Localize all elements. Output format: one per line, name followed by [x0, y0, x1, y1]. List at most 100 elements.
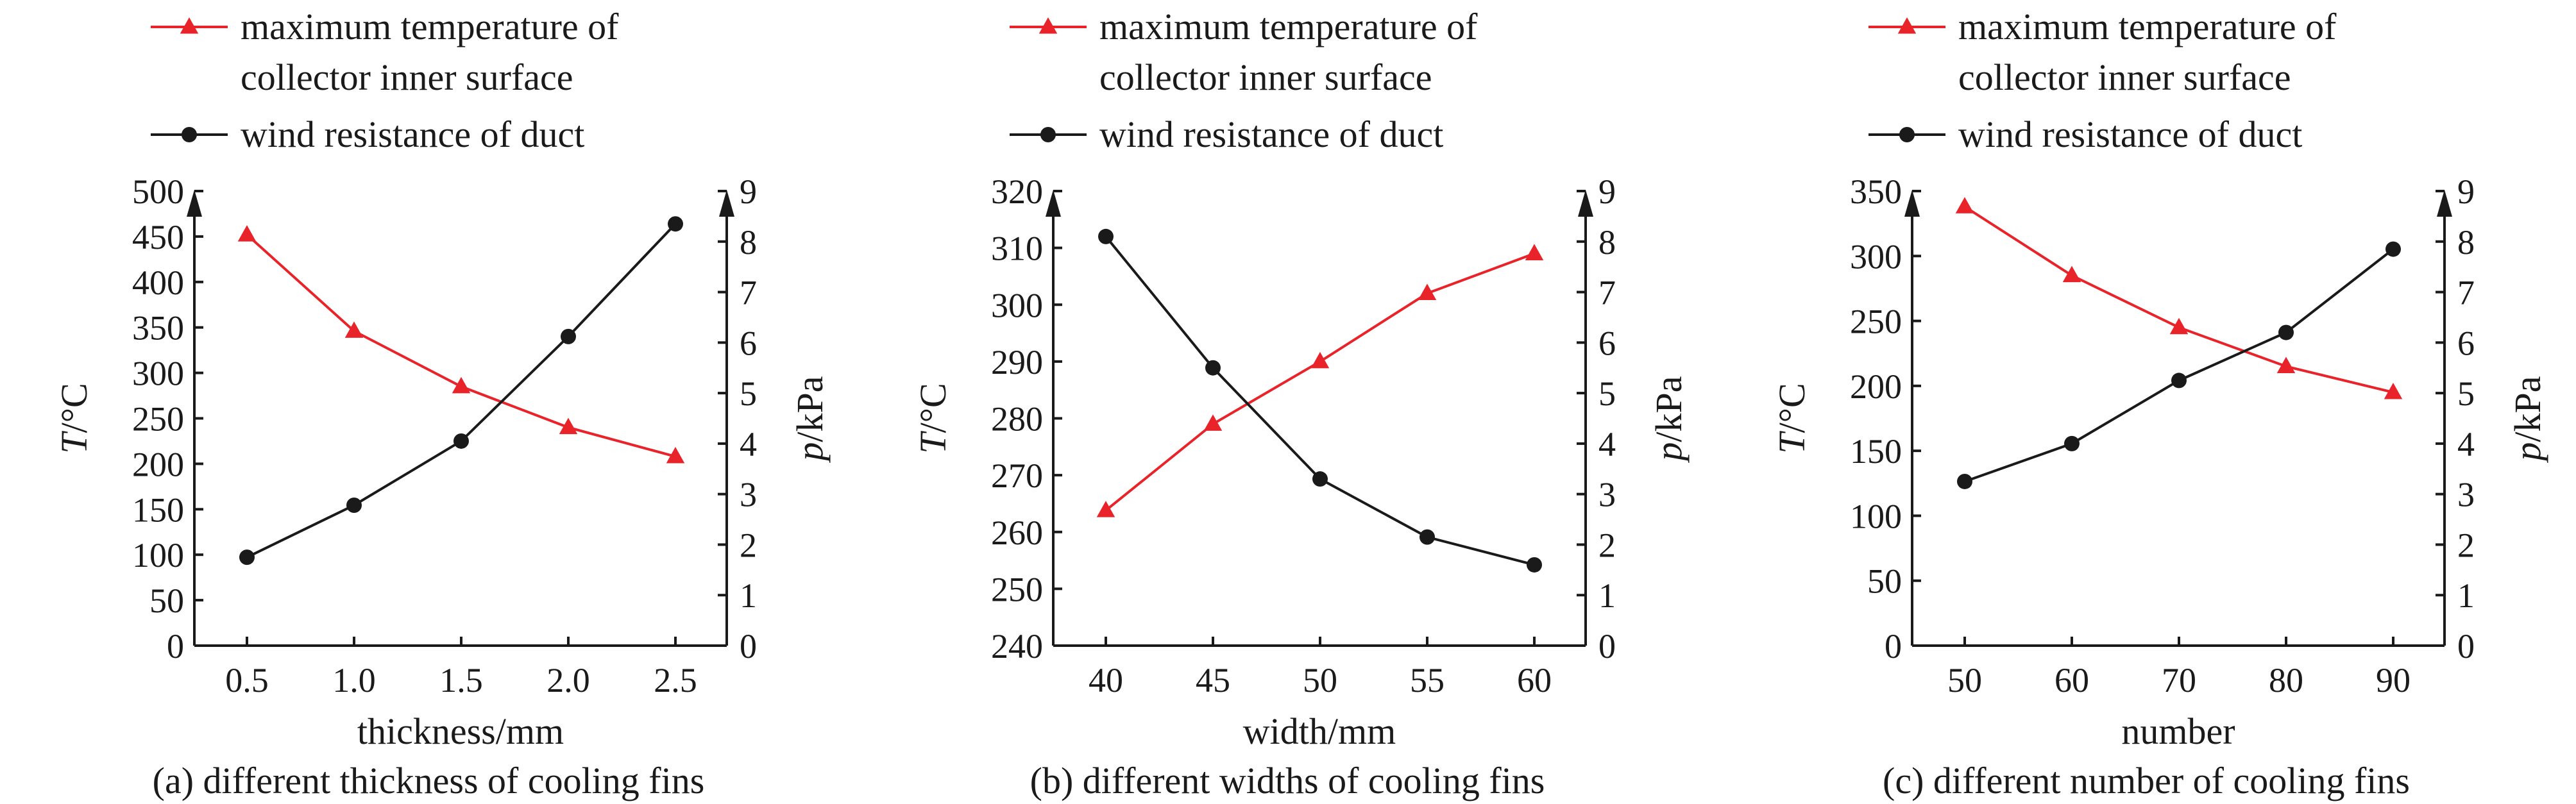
y-tick-label: 280 — [991, 400, 1043, 439]
x-axis-label: thickness/mm — [357, 710, 564, 752]
data-point-circle — [239, 549, 255, 565]
series-line-1 — [246, 233, 676, 458]
y2-tick-label: 0 — [2457, 627, 2475, 666]
x-tick-label: 40 — [1089, 661, 1123, 699]
legend-marker-circle — [1899, 127, 1915, 142]
y2-axis-label: p/kPa — [789, 376, 831, 463]
data-point-triangle — [1203, 414, 1223, 431]
y-axis-label: T/°C — [53, 383, 95, 453]
y2-tick-label: 0 — [1598, 627, 1616, 666]
y-tick-label: 350 — [132, 309, 184, 348]
y-tick-label: 300 — [991, 286, 1043, 324]
y-tick-label: 300 — [132, 355, 184, 393]
data-point-circle — [668, 216, 683, 232]
y2-axis-label-symbol: p — [2507, 442, 2548, 464]
y-tick-label: 250 — [132, 400, 184, 439]
y2-tick-label: 8 — [2457, 223, 2475, 262]
y-tick-label: 500 — [132, 172, 184, 211]
y-axis-label-symbol: T — [53, 431, 95, 454]
data-point-triangle — [2276, 356, 2296, 373]
y2-axis-arrow — [2437, 190, 2452, 217]
y2-tick-label: 9 — [2457, 172, 2475, 211]
y2-tick-label: 3 — [1598, 476, 1616, 514]
y2-tick-label: 6 — [2457, 324, 2475, 362]
y-axis-label-unit: /°C — [53, 383, 95, 433]
y2-tick-label: 8 — [1598, 223, 1616, 262]
legend-marker-triangle — [1038, 17, 1058, 34]
x-tick-label: 1.0 — [332, 661, 376, 699]
y-tick-label: 240 — [991, 627, 1043, 666]
y2-tick-label: 5 — [740, 374, 757, 413]
series-line-2 — [1964, 248, 2394, 483]
y2-tick-label: 2 — [740, 526, 757, 564]
y2-axis-label-unit: /kPa — [789, 376, 831, 442]
x-tick-label: 90 — [2376, 661, 2411, 699]
data-point-circle — [1312, 471, 1328, 487]
chart-caption: (b) different widths of cooling fins — [1030, 760, 1545, 801]
legend-label-temperature-line2: collector inner surface — [1958, 56, 2291, 98]
y-tick-label: 0 — [1885, 627, 1902, 666]
y2-tick-label: 1 — [740, 576, 757, 615]
data-point-circle — [2385, 241, 2401, 257]
chart-caption: (c) different number of cooling fins — [1883, 760, 2410, 801]
y2-tick-label: 7 — [1598, 274, 1616, 312]
legend-marker-circle — [1040, 127, 1056, 142]
chart-panel-1: 0 50 100 150 200 250 300 350 400 450 500 0 1 2 3 4 5 6 7 8 9… — [53, 6, 831, 801]
y2-tick-label: 9 — [740, 172, 757, 211]
data-point-circle — [2171, 373, 2187, 389]
data-point-circle — [1527, 557, 1542, 573]
x-tick-label: 45 — [1196, 661, 1230, 699]
chart-panel-3: 0 50 100 150 200 250 300 350 0 1 2 3 4 5 6 7 8 9 50 60 70 80 9… — [1771, 6, 2548, 801]
data-point-triangle — [2062, 265, 2081, 283]
x-tick-label: 50 — [1303, 661, 1337, 699]
y2-tick-label: 4 — [1598, 425, 1616, 464]
x-tick-label: 2.0 — [547, 661, 590, 699]
y2-tick-label: 1 — [2457, 576, 2475, 615]
x-tick-label: 2.5 — [654, 661, 697, 699]
data-point-triangle — [1955, 197, 1974, 214]
y2-tick-label: 4 — [740, 425, 757, 464]
data-point-triangle — [344, 321, 364, 338]
y2-tick-label: 3 — [2457, 476, 2475, 514]
y-tick-label: 250 — [1850, 303, 1902, 341]
y-tick-label: 100 — [132, 536, 184, 574]
y2-tick-label: 1 — [1598, 576, 1616, 615]
y2-tick-label: 8 — [740, 223, 757, 262]
legend: maximum temperature of collector inner su… — [1010, 6, 1478, 155]
y-tick-label: 450 — [132, 218, 184, 256]
x-tick-label: 0.5 — [225, 661, 269, 699]
y-axis-label-symbol: T — [1771, 431, 1813, 454]
legend-label-temperature-line2: collector inner surface — [1099, 56, 1432, 98]
x-tick-label: 60 — [2055, 661, 2089, 699]
legend-label-wind: wind resistance of duct — [241, 113, 584, 155]
data-point-circle — [561, 328, 576, 344]
y-tick-label: 300 — [1850, 237, 1902, 276]
data-point-triangle — [1418, 283, 1437, 301]
data-point-triangle — [2384, 382, 2403, 399]
y-tick-label: 320 — [991, 172, 1043, 211]
y-tick-label: 200 — [1850, 367, 1902, 406]
y-tick-label: 270 — [991, 456, 1043, 495]
y-axis-label-unit: /°C — [1771, 383, 1813, 433]
legend-label-temperature-line1: maximum temperature of — [1099, 6, 1478, 47]
y2-axis-arrow — [719, 190, 734, 217]
data-point-triangle — [452, 376, 471, 394]
y-axis-arrow — [187, 190, 202, 217]
y-tick-label: 260 — [991, 514, 1043, 552]
x-axis-label: number — [2121, 710, 2235, 752]
data-point-circle — [1419, 529, 1435, 545]
y-axis-arrow — [1904, 190, 1920, 217]
data-point-triangle — [2169, 317, 2189, 335]
y2-axis-label-unit: /kPa — [1648, 376, 1690, 442]
y2-tick-label: 9 — [1598, 172, 1616, 211]
y2-axis-label-unit: /kPa — [2507, 376, 2548, 442]
data-point-circle — [453, 433, 469, 449]
y-axis-label: T/°C — [1771, 383, 1813, 453]
y2-axis-label: p/kPa — [2507, 376, 2548, 463]
y2-tick-label: 7 — [740, 274, 757, 312]
y2-tick-label: 4 — [2457, 425, 2475, 464]
legend-label-temperature-line2: collector inner surface — [241, 56, 573, 98]
y2-tick-label: 0 — [740, 627, 757, 666]
x-tick-label: 60 — [1517, 661, 1552, 699]
y-tick-label: 310 — [991, 230, 1043, 268]
